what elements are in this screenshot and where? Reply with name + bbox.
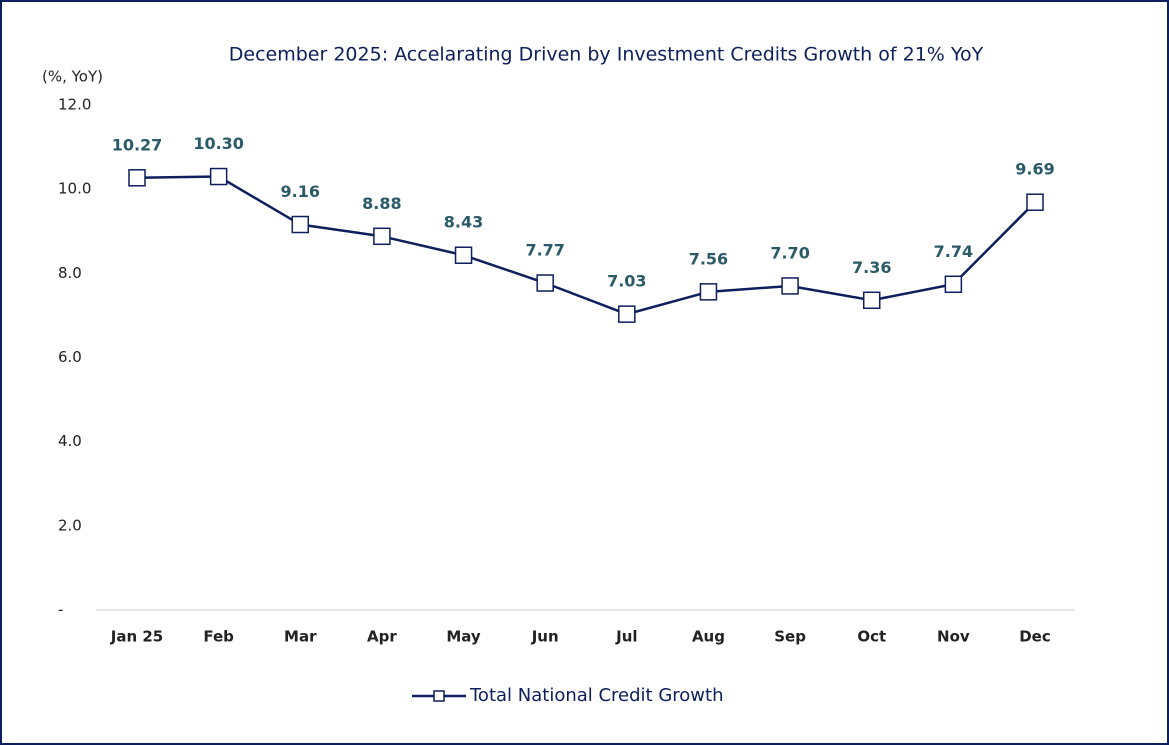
data-label: 10.30: [193, 134, 244, 153]
data-label: 9.69: [1015, 160, 1054, 179]
x-tick-label: Dec: [1019, 628, 1051, 646]
y-tick-label: 8.0: [58, 264, 82, 282]
data-label: 7.70: [770, 243, 809, 262]
data-label: 7.36: [852, 258, 891, 277]
x-tick-label: Apr: [367, 628, 397, 646]
point-marker: [291, 215, 310, 234]
x-tick-label: Sep: [774, 628, 806, 646]
data-label: 7.74: [934, 242, 973, 261]
legend-label: Total National Credit Growth: [469, 685, 724, 706]
x-tick-label: Jul: [615, 628, 637, 646]
y-axis-label: (%, YoY): [42, 68, 103, 86]
y-tick-label: 2.0: [58, 516, 82, 534]
point-marker: [862, 291, 881, 310]
data-label: 7.03: [607, 272, 646, 291]
point-marker: [1026, 193, 1044, 211]
point-marker: [781, 277, 799, 295]
data-label: 10.27: [112, 135, 163, 154]
y-tick-label: 4.0: [58, 432, 82, 450]
point-marker: [536, 274, 554, 292]
x-tick-label: Jun: [531, 628, 559, 646]
series-line: [136, 175, 1036, 316]
data-label: 8.43: [444, 213, 483, 232]
y-tick-label: 10.0: [58, 180, 91, 198]
x-tick-label: Oct: [857, 628, 886, 646]
legend-marker: [433, 690, 445, 702]
chart-title: December 2025: Accelarating Driven by In…: [229, 44, 984, 66]
point-marker: [699, 283, 718, 301]
data-label: 7.77: [525, 241, 564, 260]
x-tick-label: Mar: [284, 628, 317, 646]
x-tick-label: May: [446, 628, 481, 646]
point-marker: [618, 305, 636, 323]
x-tick-label: Aug: [692, 628, 725, 646]
y-tick-label: 12.0: [58, 96, 91, 114]
point-marker: [454, 246, 473, 264]
point-marker: [373, 227, 391, 246]
point-marker: [209, 167, 228, 186]
x-tick-label: Nov: [937, 628, 970, 646]
x-tick-label: Jan 25: [110, 628, 163, 646]
data-label: 8.88: [362, 194, 401, 213]
point-marker: [128, 169, 146, 187]
data-label: 7.56: [689, 249, 728, 268]
x-tick-label: Feb: [203, 628, 234, 646]
data-label: 9.16: [281, 182, 320, 201]
y-tick-label: 6.0: [58, 348, 82, 366]
point-marker: [944, 275, 963, 294]
y-tick-label: -: [58, 601, 63, 619]
